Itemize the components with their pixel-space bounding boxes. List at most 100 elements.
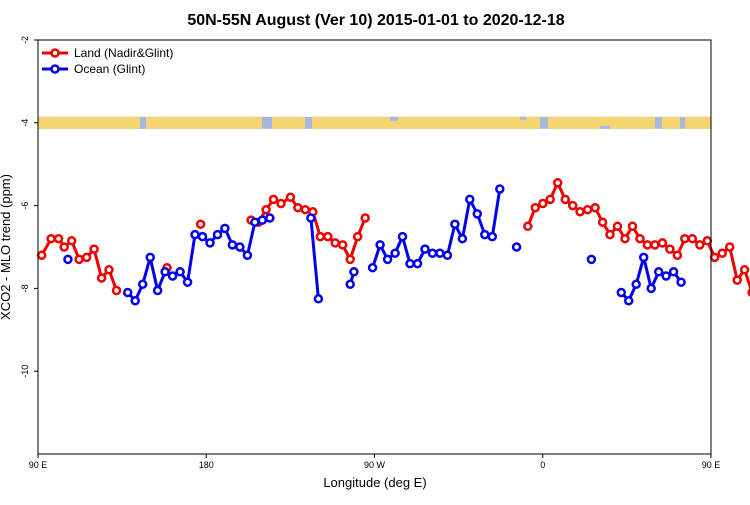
data-point	[631, 279, 641, 290]
data-point	[450, 219, 460, 229]
data-point	[160, 267, 170, 277]
x-tick-label: 90 E	[29, 460, 48, 470]
data-point	[367, 262, 378, 273]
data-point	[695, 240, 705, 250]
data-point	[261, 204, 271, 215]
data-point	[349, 267, 359, 277]
data-point	[487, 231, 498, 242]
data-point	[89, 244, 99, 254]
data-point	[709, 252, 720, 263]
data-point	[676, 277, 686, 287]
y-tick-label: -10	[20, 365, 30, 378]
x-tick-label: 180	[199, 460, 214, 470]
data-point	[650, 240, 660, 250]
data-point	[472, 209, 483, 219]
x-tick-label: 0	[540, 460, 545, 470]
land-band	[312, 116, 540, 129]
data-point	[717, 248, 727, 258]
data-point	[257, 215, 268, 225]
land-band	[38, 116, 140, 129]
ocean-band	[390, 116, 398, 121]
land-band	[272, 116, 305, 129]
y-tick-label: -8	[20, 284, 30, 292]
data-point	[345, 279, 355, 290]
data-point	[552, 178, 563, 188]
data-point	[620, 233, 630, 244]
data-point	[597, 217, 608, 227]
data-point	[530, 202, 541, 213]
data-point	[137, 279, 148, 290]
data-point	[567, 200, 578, 211]
land-band	[548, 116, 655, 129]
data-point	[680, 233, 690, 244]
data-point	[375, 240, 385, 250]
y-tick-label: -6	[20, 202, 30, 210]
data-point	[605, 229, 615, 240]
data-point	[235, 242, 245, 252]
data-point	[53, 233, 64, 244]
data-point	[646, 283, 656, 294]
data-point	[657, 238, 668, 248]
data-point	[130, 296, 140, 306]
data-point	[293, 202, 303, 213]
data-point	[412, 258, 423, 269]
data-point	[405, 258, 415, 269]
data-point	[152, 285, 163, 296]
data-point	[480, 229, 490, 240]
data-point	[81, 252, 92, 263]
data-point	[661, 271, 671, 281]
data-point	[653, 267, 664, 277]
data-point	[323, 231, 333, 242]
data-point	[420, 244, 430, 254]
data-point	[627, 221, 638, 232]
data-point	[190, 229, 200, 240]
data-point	[46, 233, 56, 244]
y-axis: -2 -4 -6 -8 -10	[20, 36, 38, 378]
y-tick-label: -2	[20, 36, 30, 44]
data-point	[442, 250, 453, 261]
data-point	[36, 250, 47, 261]
data-point	[352, 231, 363, 242]
y-axis-label: XCO2 - MLO trend (ppm)	[0, 174, 13, 320]
data-point	[74, 254, 84, 265]
data-point	[182, 277, 193, 287]
data-point	[145, 252, 155, 263]
data-point	[612, 221, 623, 232]
series-line	[309, 217, 320, 299]
data-point	[167, 271, 178, 281]
land-ocean-strip	[38, 116, 711, 129]
data-point	[397, 231, 408, 242]
data-point	[590, 202, 600, 213]
data-point	[285, 192, 296, 203]
data-point	[390, 248, 400, 258]
data-point	[63, 254, 73, 265]
chart-title: 50N-55N August (Ver 10) 2015-01-01 to 20…	[187, 12, 564, 29]
legend: Land (Nadir&Glint) Ocean (Glint)	[42, 46, 173, 76]
legend-swatch-marker	[50, 48, 60, 58]
data-point	[242, 250, 253, 261]
data-point	[638, 252, 649, 263]
data-point	[360, 213, 370, 223]
data-point	[96, 273, 107, 283]
data-point	[560, 194, 570, 205]
data-point	[511, 242, 522, 252]
data-point	[337, 240, 348, 250]
data-point	[265, 213, 275, 223]
data-point	[212, 229, 223, 240]
ocean-band	[140, 125, 146, 129]
legend-label: Land (Nadir&Glint)	[74, 46, 173, 60]
data-point	[330, 238, 340, 248]
data-point	[195, 219, 206, 229]
x-tick-label: 90 W	[364, 460, 386, 470]
x-axis: 90 E 180 90 W 0 90 E	[29, 454, 721, 470]
plot-area	[36, 116, 750, 306]
x-tick-label: 90 E	[702, 460, 721, 470]
data-point	[545, 194, 555, 205]
data-point	[672, 250, 683, 261]
data-point	[122, 287, 133, 298]
data-point	[306, 213, 316, 223]
land-band	[685, 116, 711, 129]
data-point	[175, 267, 185, 277]
